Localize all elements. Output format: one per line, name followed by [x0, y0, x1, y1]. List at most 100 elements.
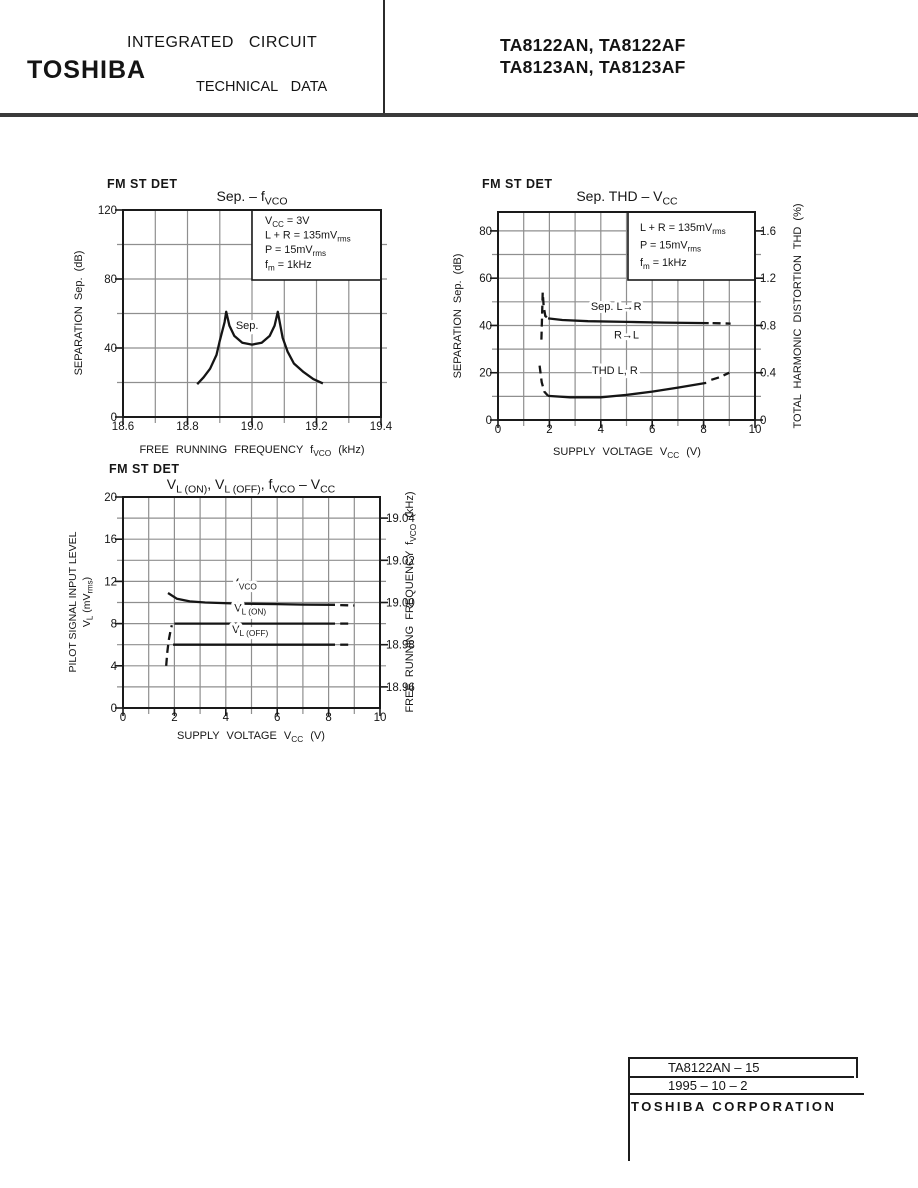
y-tick-label: 40	[479, 320, 492, 332]
y2-tick-label: 19.04	[386, 513, 415, 525]
y2-tick-label: 19.00	[386, 598, 415, 610]
curve-label: fVCO	[236, 578, 258, 592]
y2-tick-label: 0	[760, 415, 766, 427]
y-axis-title: SEPARATION Sep. (dB)	[73, 251, 85, 376]
condition-line: L + R = 135mVrms	[265, 230, 351, 244]
footer-left-border	[628, 1057, 630, 1161]
header-divider	[383, 0, 385, 113]
x-tick-label: 8	[700, 424, 706, 436]
y2-tick-label: 1.2	[760, 273, 776, 285]
x-tick-label: 0	[120, 712, 126, 724]
x-axis-title: FREE RUNNING FREQUENCY fVCO (kHz)	[139, 444, 364, 458]
footer-right-border	[856, 1057, 858, 1078]
x-tick-label: 8	[325, 712, 331, 724]
y-tick-label: 8	[111, 619, 117, 631]
series-sep	[196, 310, 324, 385]
y-axis-title-line2: VL (mVrms)	[81, 577, 95, 627]
footer-rule-middle	[628, 1076, 854, 1078]
series-sep-lr-onset	[540, 291, 549, 340]
chart-title: VL (ON), VL (OFF), fVCO – VCC	[167, 476, 336, 496]
chart-title: Sep. – fVCO	[216, 188, 287, 208]
x-tick-label: 18.8	[176, 421, 198, 433]
y-tick-label: 60	[479, 273, 492, 285]
y-tick-label: 80	[104, 274, 117, 286]
curve-label: R→L	[614, 329, 639, 341]
y2-tick-label: 0.4	[760, 368, 777, 380]
x-tick-label: 0	[495, 424, 501, 436]
curve-label: Sep.	[236, 320, 259, 332]
series-fvco	[167, 592, 336, 606]
y-tick-label: 20	[104, 492, 117, 504]
x-tick-label: 4	[223, 712, 230, 724]
y-tick-label: 20	[479, 368, 492, 380]
y-tick-label: 120	[98, 205, 117, 217]
x-tick-label: 10	[374, 712, 387, 724]
y2-tick-label: 1.6	[760, 226, 776, 238]
x-axis-title: SUPPLY VOLTAGE VCC (V)	[553, 446, 701, 460]
x-tick-label: 4	[598, 424, 605, 436]
y-tick-label: 40	[104, 343, 117, 355]
footer-rule-top	[628, 1057, 858, 1059]
document-date: 1995 – 10 – 2	[668, 1078, 748, 1093]
corner-label: FM ST DET	[109, 462, 179, 476]
header-technical-data: TECHNICAL DATA	[196, 79, 328, 95]
condition-line: P = 15mVrms	[265, 244, 326, 258]
header-rule	[0, 113, 918, 117]
chart-sep-thd-vs-vcc: L + R = 135mVrms P = 15mVrms fm = 1kHz Sep.…	[452, 177, 804, 460]
curve-label: VL (OFF)	[232, 624, 268, 638]
x-tick-label: 6	[274, 712, 280, 724]
corner-label: FM ST DET	[482, 177, 552, 191]
series-thd-tail	[710, 371, 730, 381]
toshiba-logo: TOSHIBA	[27, 56, 147, 84]
y-tick-label: 4	[111, 661, 118, 673]
curve-label: Sep. L→R	[591, 301, 642, 313]
y-tick-label: 12	[104, 576, 117, 588]
y-tick-label: 0	[111, 703, 117, 715]
x-tick-label: 19.2	[305, 421, 327, 433]
condition-line: L + R = 135mVrms	[640, 222, 726, 236]
y2-axis-title: FREE RUNNING FREQUENCY fVCO (kHz)	[404, 491, 418, 712]
y-tick-label: 0	[111, 412, 117, 424]
conditions-box	[627, 211, 756, 281]
condition-line: P = 15mVrms	[640, 240, 701, 254]
x-tick-label: 18.6	[112, 421, 134, 433]
x-tick-label: 19.4	[370, 421, 393, 433]
plot-border	[497, 211, 756, 421]
y-tick-label: 0	[486, 415, 492, 427]
series-vl-threshold	[165, 624, 173, 666]
condition-line: fm = 1kHz	[265, 259, 312, 273]
x-tick-label: 10	[749, 424, 762, 436]
gridlines	[492, 212, 761, 426]
part-numbers-line2: TA8123AN, TA8123AF	[500, 57, 686, 77]
chart-title: Sep. THD – VCC	[576, 188, 678, 208]
x-tick-label: 6	[649, 424, 655, 436]
corner-label: FM ST DET	[107, 177, 177, 191]
y2-axis-title: TOTAL HARMONIC DISTORTION THD (%)	[792, 203, 804, 428]
x-tick-label: 2	[546, 424, 552, 436]
y2-tick-label: 18.96	[386, 682, 415, 694]
part-numbers: TA8122AN, TA8122AF TA8123AN, TA8123AF	[500, 34, 686, 78]
y-tick-label: 16	[104, 534, 117, 546]
header-integrated-circuit: INTEGRATED CIRCUIT	[127, 34, 318, 51]
x-tick-label: 19.0	[241, 421, 263, 433]
x-tick-label: 2	[171, 712, 177, 724]
y2-tick-label: 19.02	[386, 555, 415, 567]
part-numbers-line1: TA8122AN, TA8122AF	[500, 35, 686, 55]
document-number: TA8122AN – 15	[668, 1060, 760, 1075]
y-tick-label: 80	[479, 226, 492, 238]
series-thd	[548, 381, 707, 399]
y2-tick-label: 0.8	[760, 320, 776, 332]
footer-rule-bottom	[628, 1093, 864, 1095]
condition-line: fm = 1kHz	[640, 257, 687, 271]
series-sep-lr-tail	[712, 321, 731, 325]
y2-tick-label: 18.98	[386, 640, 415, 652]
x-axis-title: SUPPLY VOLTAGE VCC (V)	[177, 730, 325, 744]
condition-line: VCC = 3V	[265, 215, 310, 229]
curve-label: THD L, R	[592, 365, 638, 377]
series-sep-lr	[547, 317, 709, 325]
series-thd-onset	[538, 365, 549, 397]
